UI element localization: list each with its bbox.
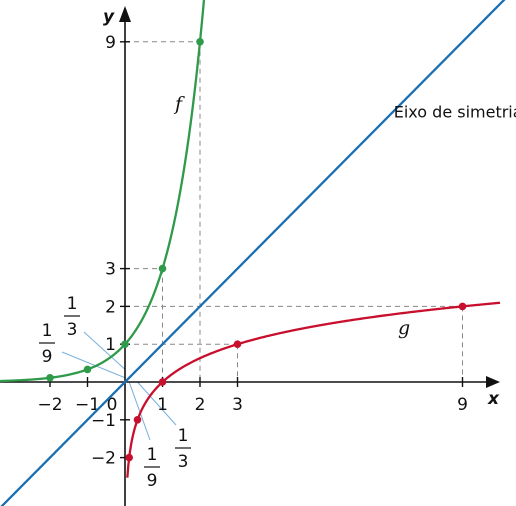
guide-lines: [125, 41, 463, 382]
y-tick-label: −2: [91, 449, 116, 469]
point-g: [233, 340, 242, 349]
x-tick-label: −2: [37, 395, 62, 415]
x-axis-arrow: [486, 376, 500, 388]
x-tick-label: 2: [195, 395, 206, 415]
series-label-f: f: [173, 93, 185, 115]
fraction-numerator: 1: [42, 321, 53, 341]
point-f: [196, 38, 204, 46]
fraction-pointer-line: [61, 351, 126, 379]
point-g: [458, 302, 467, 311]
fraction-denominator: 3: [67, 320, 78, 340]
series-label-g: g: [398, 317, 410, 339]
x-tick-label: −1: [75, 395, 100, 415]
y-axis-label: y: [103, 7, 115, 27]
curve-f: [0, 0, 206, 383]
point-g: [158, 378, 167, 386]
fraction-pointer-line: [83, 331, 126, 370]
y-tick-label: 3: [105, 260, 116, 280]
y-axis-arrow: [119, 6, 131, 22]
curve-g: [126, 301, 501, 478]
point-f: [121, 340, 129, 349]
axes: x y: [0, 6, 500, 506]
x-tick-label: 9: [457, 395, 468, 415]
y-tick-label: 9: [105, 33, 116, 53]
y-tick-label: 2: [105, 297, 116, 317]
fraction-denominator: 9: [42, 347, 53, 367]
symmetry-axis-label: Eixo de simetria: [394, 103, 516, 122]
fraction-denominator: 9: [147, 471, 158, 491]
fraction-numerator: 1: [67, 294, 78, 314]
fraction-numerator: 1: [147, 445, 158, 465]
fraction-pointer-line: [128, 381, 151, 441]
fraction-numerator: 1: [178, 426, 189, 446]
y-tick-label: −1: [91, 411, 116, 431]
labels: Eixo de simetria f g: [173, 93, 516, 339]
fraction-denominator: 3: [178, 452, 189, 472]
x-axis-label: x: [487, 389, 500, 409]
fraction-pointer-line: [137, 381, 177, 426]
x-tick-label: 3: [232, 395, 243, 415]
x-tick-label: 1: [157, 395, 168, 415]
point-f: [46, 374, 54, 382]
point-f: [83, 365, 92, 374]
fraction-pointer-lines: [61, 331, 177, 441]
point-g: [133, 416, 142, 424]
data-points: [46, 38, 467, 462]
point-g: [125, 453, 133, 462]
x-tick-label: 0: [107, 395, 118, 415]
y-tick-label: 1: [105, 335, 116, 355]
point-f: [158, 264, 167, 273]
